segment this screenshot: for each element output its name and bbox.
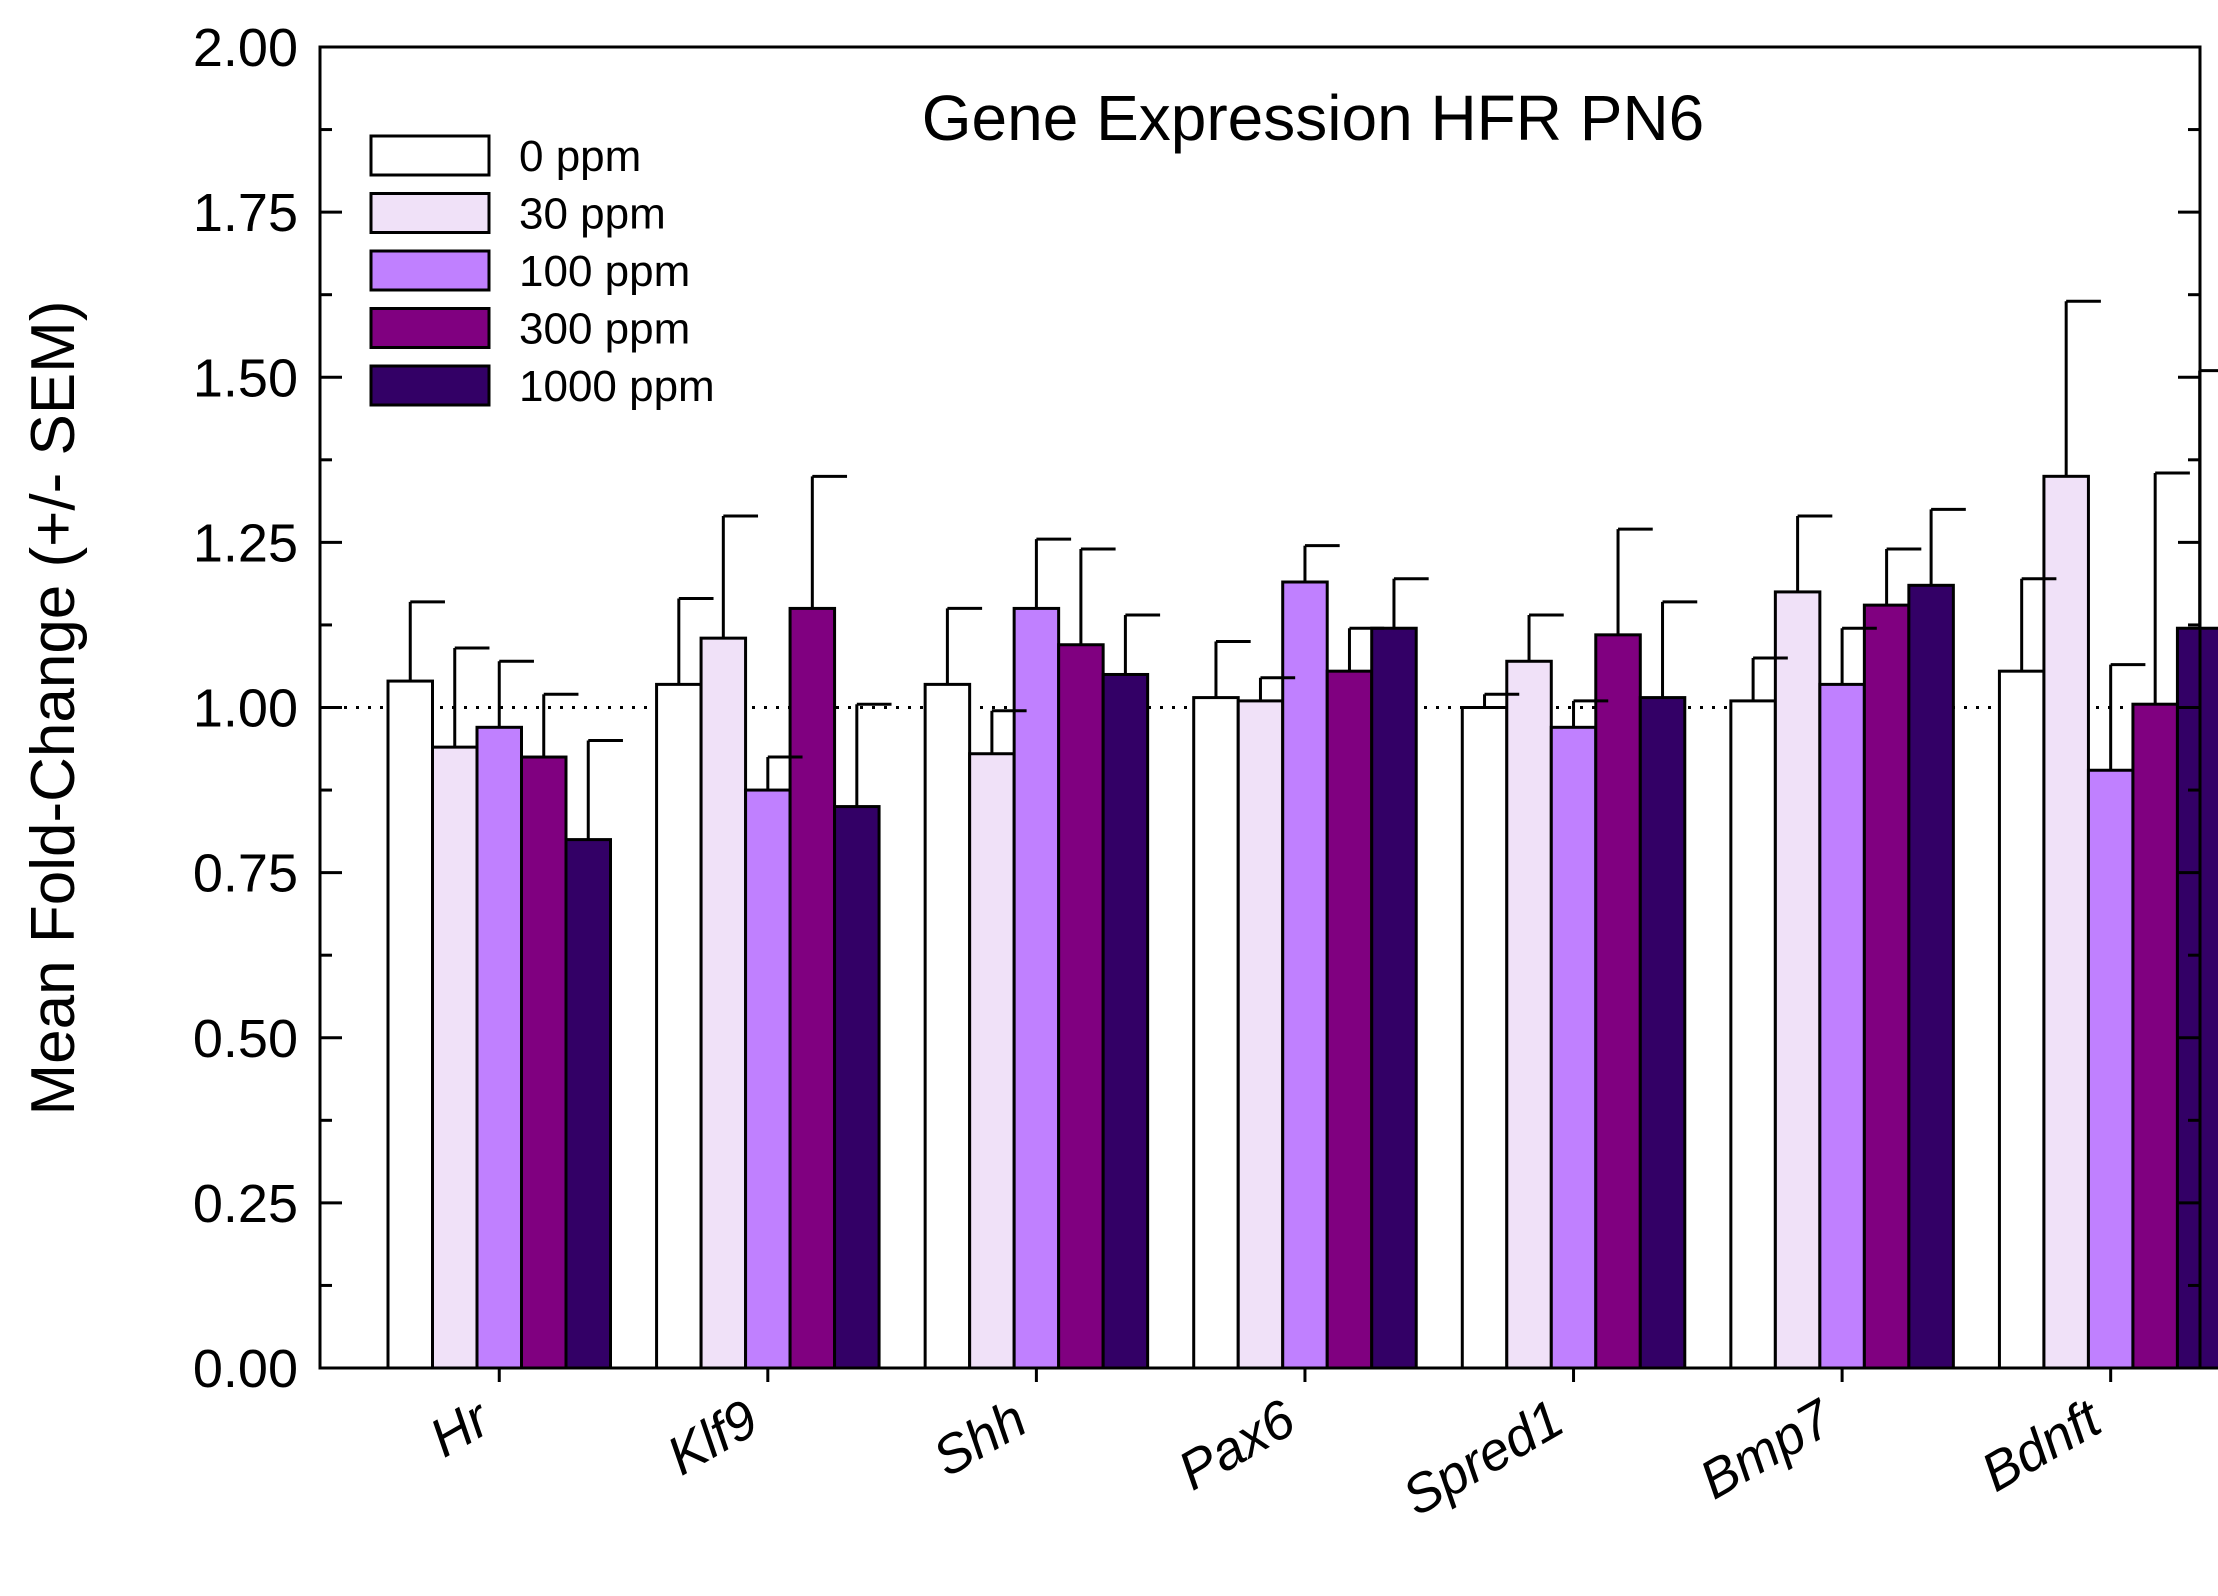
- bar-shh-0-ppm: [923, 682, 972, 1370]
- bar-spred1-1000-ppm: [1638, 696, 1687, 1370]
- x-label-spred1: Spred1: [1393, 1388, 1574, 1527]
- x-label-hr: Hr: [420, 1387, 501, 1468]
- chart-title: Gene Expression HFR PN6: [922, 82, 1705, 154]
- y-axis-title: Mean Fold-Change (+/- SEM): [19, 301, 88, 1116]
- bar-bmp7-1000-ppm: [1907, 583, 1955, 1370]
- y-tick-label-2: 0.50: [193, 1009, 298, 1069]
- bar-hr-300-ppm: [520, 755, 568, 1370]
- y-tick-label-8: 2.00: [193, 18, 298, 78]
- bar-bdnft-100-ppm: [2086, 768, 2135, 1370]
- legend-label-0-ppm: 0 ppm: [519, 132, 641, 181]
- x-label-pax6: Pax6: [1168, 1388, 1305, 1502]
- y-tick-label-5: 1.25: [193, 513, 298, 573]
- bar-hr-1000-ppm: [564, 838, 612, 1370]
- bar-bmp7-300-ppm: [1862, 603, 1911, 1370]
- bar-bdnft-300-ppm: [2131, 702, 2179, 1370]
- bar-bmp7-30-ppm: [1773, 590, 1822, 1370]
- bar-spred1-30-ppm: [1505, 659, 1553, 1370]
- y-tick-label-7: 1.75: [193, 183, 298, 243]
- bar-spred1-100-ppm: [1549, 725, 1598, 1370]
- x-label-shh: Shh: [923, 1388, 1036, 1488]
- bar-shh-30-ppm: [968, 752, 1016, 1370]
- bar-klf9-0-ppm: [655, 682, 703, 1370]
- bar-spred1-300-ppm: [1594, 633, 1642, 1370]
- bar-pax6-0-ppm: [1192, 696, 1240, 1370]
- bar-hr-0-ppm: [386, 679, 434, 1370]
- x-label-bdnft: Bdnft: [1971, 1387, 2112, 1503]
- bar-pax6-1000-ppm: [1370, 626, 1418, 1370]
- bar-bdnft-0-ppm: [1997, 669, 2046, 1370]
- bar-klf9-1000-ppm: [833, 805, 881, 1370]
- bar-bdnft-1000-ppm: [2175, 626, 2218, 1370]
- bar-klf9-300-ppm: [788, 606, 837, 1370]
- bar-shh-300-ppm: [1057, 643, 1105, 1370]
- axis-ticks-layer: [320, 45, 2200, 1382]
- legend-swatch-1000-ppm: [369, 364, 491, 407]
- bar-spred1-0-ppm: [1460, 706, 1509, 1370]
- y-tick-label-0: 0.00: [193, 1339, 298, 1399]
- y-tick-label-3: 0.75: [193, 844, 298, 904]
- bar-hr-30-ppm: [431, 745, 479, 1370]
- bar-pax6-300-ppm: [1325, 669, 1374, 1370]
- bars-layer: [386, 474, 2218, 1370]
- bar-klf9-30-ppm: [699, 636, 748, 1370]
- bar-klf9-100-ppm: [744, 788, 792, 1370]
- x-label-bmp7: Bmp7: [1690, 1387, 1844, 1510]
- legend-label-1000-ppm: 1000 ppm: [519, 362, 715, 411]
- x-category-labels: Hr Klf9 Shh Pax6 Spred1 Bmp7 Bdnft: [420, 1387, 2113, 1527]
- bar-hr-100-ppm: [475, 725, 523, 1370]
- bar-pax6-30-ppm: [1236, 699, 1285, 1370]
- legend-swatch-0-ppm: [369, 134, 491, 177]
- bar-pax6-100-ppm: [1281, 580, 1329, 1370]
- legend: 0 ppm 30 ppm 100 ppm 300 ppm 1000 ppm: [369, 132, 715, 411]
- y-tick-label-6: 1.50: [193, 348, 298, 408]
- y-tick-label-4: 1.00: [193, 679, 298, 739]
- legend-swatch-30-ppm: [369, 192, 491, 234]
- y-tick-labels: 0.00 0.25 0.50 0.75 1.00 1.25 1.50 1.75 2.00: [193, 18, 298, 1399]
- bar-bdnft-30-ppm: [2042, 474, 2090, 1370]
- bar-shh-100-ppm: [1012, 606, 1061, 1370]
- legend-swatch-100-ppm: [369, 249, 491, 292]
- legend-swatch-300-ppm: [369, 307, 491, 349]
- legend-label-300-ppm: 300 ppm: [519, 305, 690, 354]
- bar-bmp7-0-ppm: [1729, 699, 1777, 1370]
- y-tick-label-1: 0.25: [193, 1174, 298, 1234]
- legend-label-30-ppm: 30 ppm: [519, 190, 666, 239]
- bar-bmp7-100-ppm: [1818, 682, 1866, 1370]
- bar-shh-1000-ppm: [1101, 672, 1150, 1370]
- x-label-klf9: Klf9: [657, 1388, 768, 1486]
- error-bars-layer: [408, 299, 2218, 840]
- legend-label-100-ppm: 100 ppm: [519, 247, 690, 296]
